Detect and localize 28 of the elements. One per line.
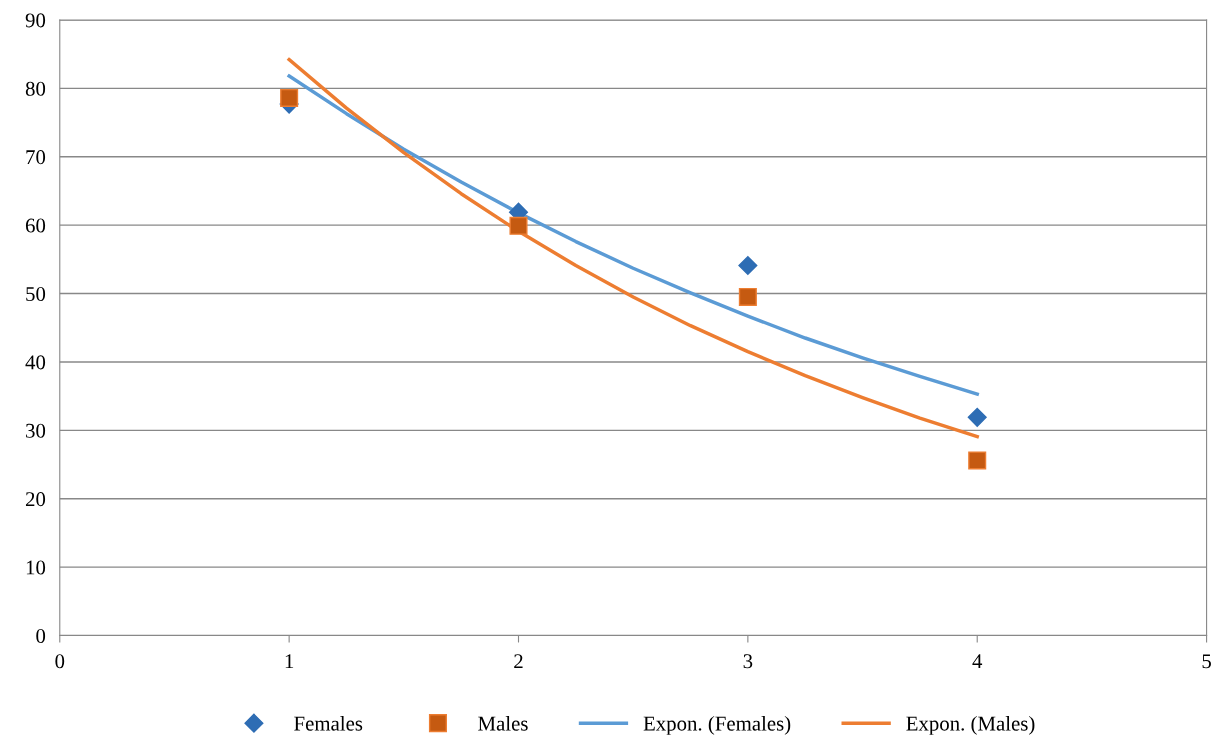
line-series [287,74,979,396]
y-tick-label: 10 [26,560,46,575]
line-series [287,57,979,439]
y-tick-label: 60 [25,218,46,233]
y-tick-label: 50 [26,286,46,301]
point [738,287,757,306]
x-tick-label: 1 [285,654,294,669]
y-tick-label: 40 [25,355,46,370]
point [509,216,528,235]
legend-label: Males [478,715,528,731]
point [738,255,758,276]
point [968,451,987,470]
x-tick-label: 4 [972,654,983,669]
legend-label: Females [294,715,363,731]
y-tick-label: 70 [26,150,46,165]
y-tick-label: 0 [36,628,46,643]
legend-label: Expon. (Females) [643,715,791,735]
x-tick-label: 0 [55,654,65,669]
x-tick-label: 2 [514,654,523,669]
legend-label: Expon. (Males) [906,715,1035,735]
y-tick-label: 20 [25,492,46,507]
x-tick-label: 5 [1202,654,1211,669]
y-tick-label: 80 [25,81,46,96]
x-tick-label: 3 [743,654,753,669]
y-tick-label: 30 [26,423,46,438]
point [280,88,299,107]
point [967,407,987,427]
y-tick-label: 90 [25,13,46,28]
